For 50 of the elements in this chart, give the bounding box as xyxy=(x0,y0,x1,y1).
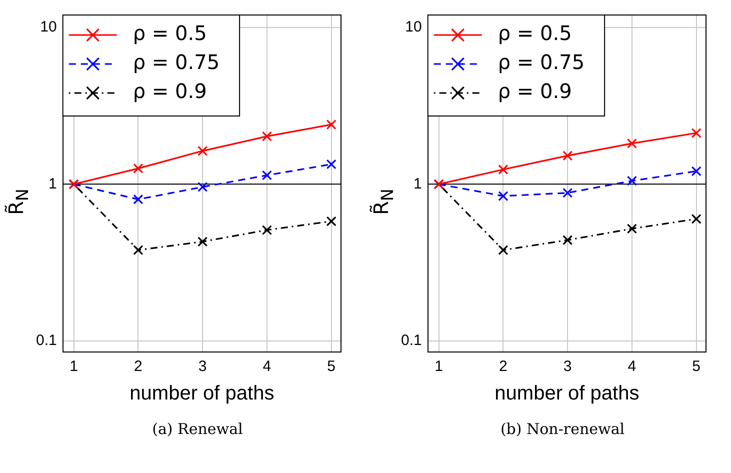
point xyxy=(626,176,637,186)
legend-label: ρ = 0.9 xyxy=(132,79,207,104)
y-tick-label: 0.1 xyxy=(400,332,422,350)
point xyxy=(133,163,144,174)
y-tick-label: 10 xyxy=(405,18,422,36)
point xyxy=(198,146,208,156)
legend-label: ρ = 0.75 xyxy=(132,50,220,74)
x-tick-label: 5 xyxy=(327,358,336,376)
point xyxy=(262,131,272,142)
point xyxy=(562,188,573,198)
point xyxy=(326,120,336,130)
x-tick-label: 5 xyxy=(692,358,701,376)
point xyxy=(198,182,208,192)
point xyxy=(262,170,272,180)
x-tick-label: 1 xyxy=(434,358,443,376)
legend-label: ρ = 0.5 xyxy=(132,21,207,46)
legend-label: ρ = 0.9 xyxy=(498,79,572,104)
y-tick-label: 10 xyxy=(40,18,57,36)
point xyxy=(326,159,336,170)
y-tick-label: 0.1 xyxy=(36,332,57,350)
point xyxy=(691,128,702,138)
y-tick-label: 1 xyxy=(414,175,422,192)
point xyxy=(626,138,637,148)
legend-label: ρ = 0.75 xyxy=(498,50,585,74)
point xyxy=(691,214,702,224)
x-tick-label: 2 xyxy=(134,358,142,376)
point xyxy=(326,216,336,226)
point xyxy=(626,224,637,234)
x-tick-label: 3 xyxy=(563,358,572,376)
point xyxy=(133,245,144,256)
point xyxy=(133,194,144,204)
point xyxy=(691,166,702,176)
point xyxy=(498,191,508,202)
point xyxy=(498,164,508,175)
point xyxy=(198,236,208,247)
point xyxy=(562,235,573,246)
point xyxy=(498,245,508,256)
text: (a) Renewal xyxy=(151,420,244,438)
x-tick-label: 1 xyxy=(70,358,78,376)
x-tick-label: 4 xyxy=(628,358,636,376)
legend-label: ρ = 0.5 xyxy=(498,21,572,46)
x-tick-label: 4 xyxy=(262,358,272,376)
x-tick-label: 2 xyxy=(499,358,508,376)
x-axis-title: number of paths xyxy=(494,382,640,405)
x-tick-label: 3 xyxy=(198,358,207,376)
point xyxy=(562,150,573,161)
y-tick-label: 1 xyxy=(48,175,57,192)
x-axis-title: number of paths xyxy=(130,382,274,405)
point xyxy=(262,224,272,236)
text: (b) Non-renewal xyxy=(499,420,626,438)
